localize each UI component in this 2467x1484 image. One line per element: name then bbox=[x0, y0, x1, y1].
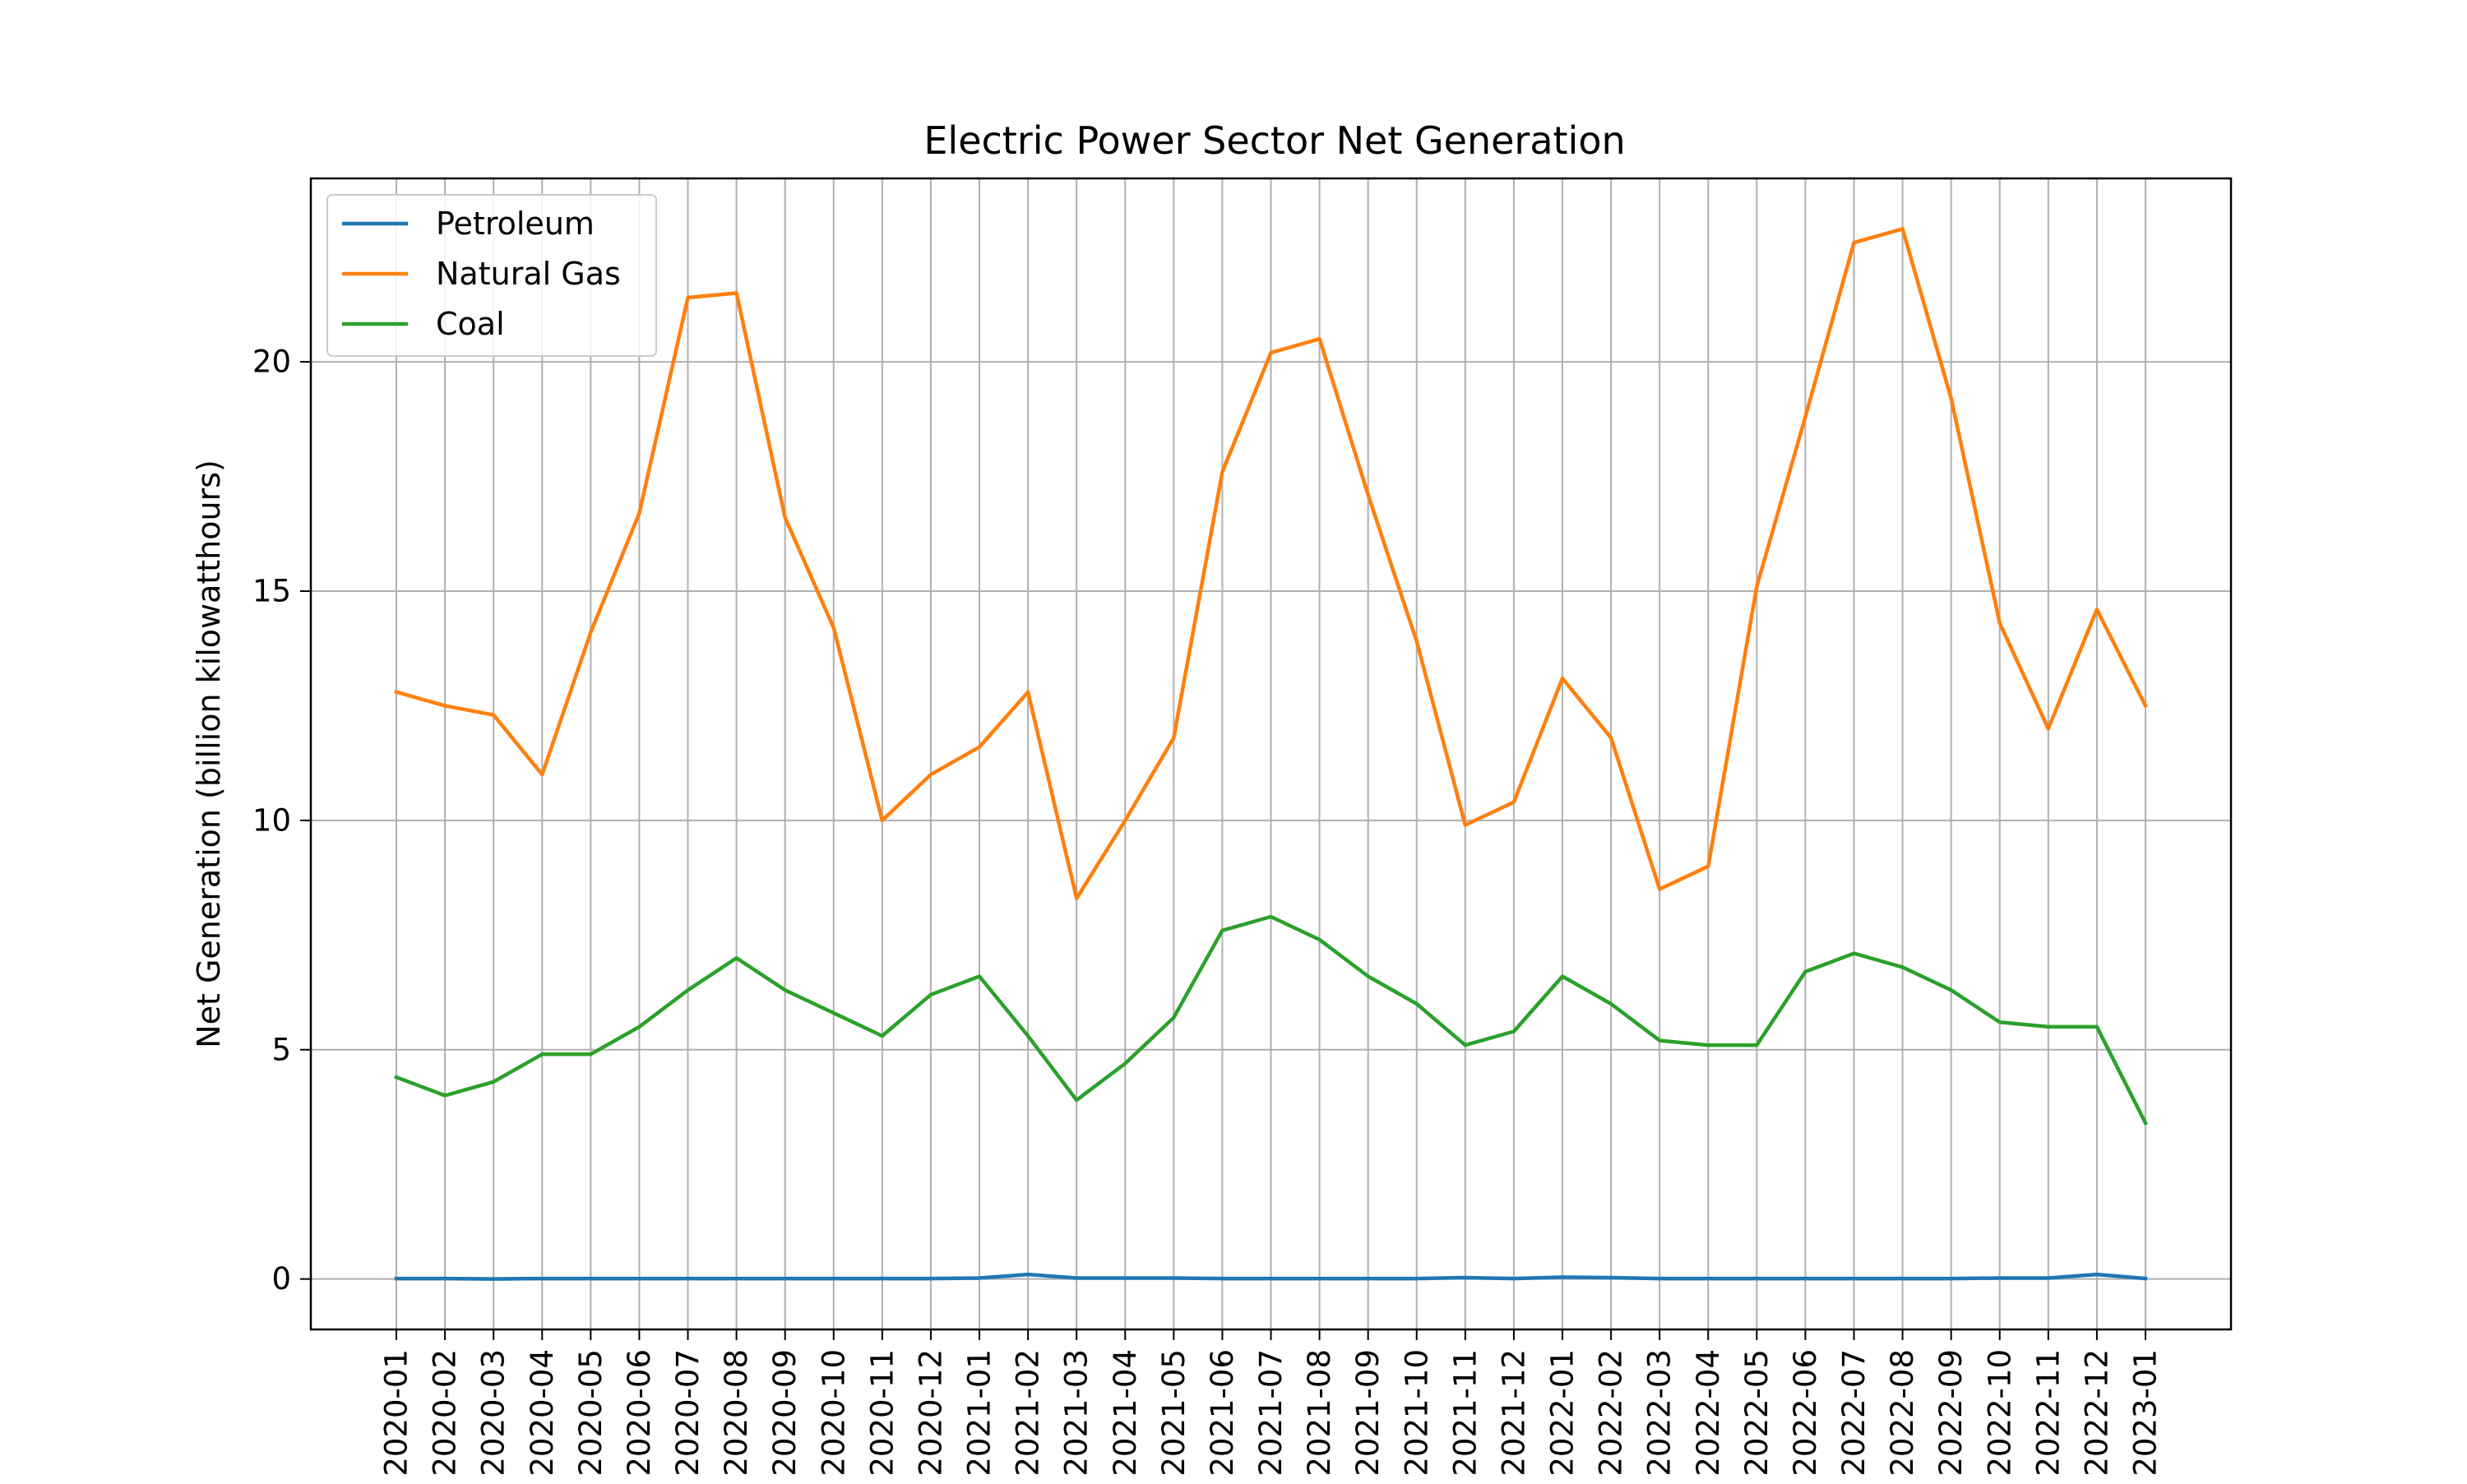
x-tick-label: 2020-04 bbox=[525, 1349, 560, 1477]
x-tick-label: 2021-05 bbox=[1156, 1349, 1192, 1477]
x-tick-label: 2022-12 bbox=[2079, 1349, 2114, 1477]
x-tick-label: 2022-02 bbox=[1594, 1349, 1629, 1477]
x-tick-label: 2022-07 bbox=[1836, 1349, 1872, 1477]
x-tick-label: 2020-03 bbox=[476, 1349, 511, 1477]
x-tick-label: 2021-01 bbox=[962, 1349, 997, 1477]
y-tick-label: 0 bbox=[271, 1261, 291, 1297]
x-tick-label: 2022-06 bbox=[1788, 1349, 1823, 1477]
y-tick-label: 20 bbox=[252, 344, 291, 380]
x-tick-label: 2022-09 bbox=[1933, 1349, 1969, 1477]
chart-title: Electric Power Sector Net Generation bbox=[923, 118, 1625, 163]
x-tick-label: 2021-10 bbox=[1399, 1349, 1434, 1477]
x-tick-label: 2020-05 bbox=[573, 1349, 609, 1477]
x-tick-label: 2020-08 bbox=[719, 1349, 754, 1477]
x-tick-label: 2021-02 bbox=[1011, 1349, 1046, 1477]
series-lines bbox=[394, 227, 2149, 1281]
x-tick-label: 2020-01 bbox=[379, 1349, 414, 1477]
y-axis-label: Net Generation (billion kilowatthours) bbox=[191, 460, 227, 1048]
x-tick-label: 2022-05 bbox=[1739, 1349, 1775, 1477]
x-tick-label: 2021-07 bbox=[1253, 1349, 1289, 1477]
x-tick-label: 2020-02 bbox=[428, 1349, 463, 1477]
x-tick-label: 2022-01 bbox=[1545, 1349, 1581, 1477]
x-tick-label: 2020-11 bbox=[864, 1349, 900, 1477]
x-tick-label: 2020-09 bbox=[767, 1349, 803, 1477]
x-tick-label: 2021-04 bbox=[1108, 1349, 1143, 1477]
x-tick-label: 2022-03 bbox=[1642, 1349, 1678, 1477]
legend-label-petroleum: Petroleum bbox=[436, 206, 595, 242]
x-tick-label: 2021-03 bbox=[1059, 1349, 1095, 1477]
x-tick-label: 2021-08 bbox=[1302, 1349, 1337, 1477]
x-tick-label: 2020-06 bbox=[622, 1349, 657, 1477]
x-tick-label: 2020-12 bbox=[913, 1349, 948, 1477]
x-tick-label: 2021-12 bbox=[1496, 1349, 1531, 1477]
y-tick-label: 5 bbox=[271, 1032, 291, 1067]
y-tick-label: 10 bbox=[252, 802, 291, 838]
legend-label-coal: Coal bbox=[436, 306, 505, 342]
x-tick-label: 2021-09 bbox=[1350, 1349, 1386, 1477]
x-tick-label: 2021-11 bbox=[1447, 1349, 1483, 1477]
y-tick-label: 15 bbox=[252, 573, 291, 608]
series-line-petroleum bbox=[394, 1272, 2148, 1281]
legend-label-natural-gas: Natural Gas bbox=[436, 256, 621, 292]
x-tick-label: 2020-07 bbox=[670, 1349, 706, 1477]
x-tick-label: 2023-01 bbox=[2128, 1349, 2164, 1477]
x-tick-label: 2022-10 bbox=[1982, 1349, 2017, 1477]
x-tick-label: 2022-04 bbox=[1691, 1349, 1726, 1477]
x-tick-label: 2021-06 bbox=[1205, 1349, 1240, 1477]
series-line-coal bbox=[394, 914, 2149, 1126]
x-tick-label: 2020-10 bbox=[816, 1349, 851, 1477]
x-tick-label: 2022-08 bbox=[1885, 1349, 1920, 1477]
series-line-natural-gas bbox=[394, 227, 2149, 900]
axis-ticks: 2020-01 2020-02 2020-03 2020-04 2020-05 2020-… bbox=[252, 344, 2164, 1477]
legend[interactable]: Petroleum Natural Gas Coal bbox=[326, 194, 657, 357]
x-tick-label: 2022-11 bbox=[2030, 1349, 2066, 1477]
legend-box bbox=[326, 194, 657, 357]
